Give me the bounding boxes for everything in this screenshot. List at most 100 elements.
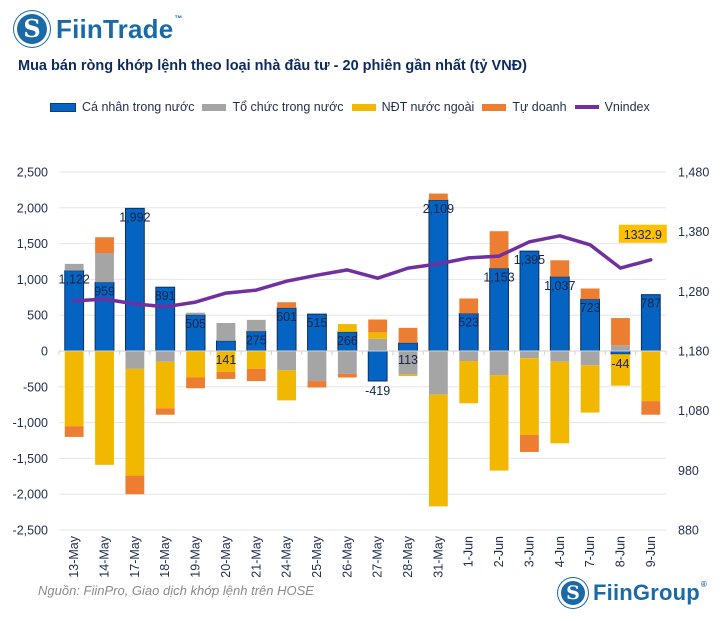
x-tick-label: 1-Jun [462, 536, 476, 567]
bar-ndt-nn [337, 324, 357, 332]
bar-tu-doanh [277, 302, 297, 308]
x-tick-label: 31-May [431, 535, 445, 577]
bar-to-chuc [125, 351, 145, 369]
data-label-ca-nhan: 1,395 [514, 253, 545, 267]
bar-tu-doanh [64, 426, 84, 437]
bar-to-chuc [489, 351, 509, 376]
fiintrade-logo-icon: S [14, 11, 50, 47]
bar-to-chuc [611, 345, 630, 351]
bar-tu-doanh [428, 193, 448, 200]
bar-to-chuc [246, 319, 266, 332]
bar-ca-nhan [428, 199, 449, 352]
bar-to-chuc [520, 351, 539, 359]
bar-tu-doanh [125, 475, 145, 495]
y2-tick-label: 1,380 [678, 225, 709, 239]
bar-tu-doanh [307, 381, 327, 388]
bar-to-chuc [398, 351, 418, 375]
bar-ndt-nn [459, 361, 479, 404]
legend-swatch-to-chuc [202, 103, 227, 111]
bar-ndt-nn [611, 354, 630, 386]
data-label-ca-nhan: 891 [155, 289, 176, 303]
data-label-ca-nhan: 275 [246, 333, 267, 347]
y2-tick-label: 1,180 [678, 345, 709, 359]
y2-tick-label: 1,480 [678, 166, 709, 180]
bar-to-chuc [277, 351, 297, 371]
data-label-ca-nhan: 787 [640, 297, 661, 311]
bar-tu-doanh [489, 231, 509, 269]
x-tick-label: 14-May [98, 535, 112, 577]
bar-ndt-nn [398, 374, 418, 377]
legend-item-to-chuc: Tổ chức trong nước [202, 100, 344, 114]
data-label-ca-nhan: 1,992 [119, 210, 150, 224]
bar-ndt-nn [125, 368, 145, 476]
x-tick-label: 7-Jun [583, 536, 597, 567]
legend-label-vnindex: Vnindex [604, 100, 650, 114]
data-label-ca-nhan: 2,109 [423, 202, 454, 216]
bar-ca-nhan [216, 340, 236, 352]
legend-swatch-tu-doanh [482, 103, 507, 111]
bar-tu-doanh [337, 373, 357, 378]
bar-ca-nhan [398, 342, 418, 352]
chart-legend: Cá nhân trong nước Tổ chức trong nước NĐ… [50, 100, 658, 114]
bar-to-chuc [95, 252, 114, 283]
fiingroup-logo-text: FiinGroup® [593, 580, 708, 605]
x-tick-label: 20-May [219, 535, 233, 577]
data-label-ca-nhan: 1,122 [59, 273, 90, 287]
fiintrade-logo: S FiinTrade™ [14, 10, 183, 48]
y-tick-label: -1,000 [13, 416, 48, 430]
x-tick-label: 18-May [158, 535, 172, 577]
x-tick-label: 9-Jun [644, 536, 658, 567]
bar-tu-doanh [398, 327, 418, 343]
x-tick-label: 26-May [340, 535, 354, 577]
source-note: Nguồn: FiinPro, Giao dịch khớp lệnh trên… [38, 583, 314, 598]
bar-to-chuc [428, 351, 448, 395]
y2-tick-label: 1,080 [678, 404, 709, 418]
bar-ndt-nn [580, 365, 600, 413]
fiingroup-logo-icon: S [558, 578, 588, 608]
y-tick-label: 2,500 [17, 166, 48, 180]
bar-tu-doanh [520, 434, 539, 452]
legend-label-tu-doanh: Tự doanh [512, 100, 567, 114]
bar-ndt-nn [95, 351, 114, 465]
legend-label-ndt-nn: NĐT nước ngoài [381, 100, 475, 114]
bar-tu-doanh [641, 401, 661, 415]
y-tick-label: 1,500 [17, 237, 48, 251]
data-label-ca-nhan: -419 [365, 384, 390, 398]
legend-swatch-ca-nhan [50, 102, 76, 112]
data-label-ca-nhan: 523 [458, 316, 479, 330]
data-label-ca-nhan: 266 [337, 334, 358, 348]
bar-ndt-nn [641, 351, 661, 402]
bar-ndt-nn [216, 351, 236, 372]
vnindex-line [72, 234, 653, 309]
x-tick-label: 27-May [371, 535, 385, 577]
bar-to-chuc [307, 351, 327, 382]
data-label-ca-nhan: 959 [94, 284, 115, 298]
bar-ndt-nn [155, 361, 175, 409]
bar-tu-doanh [95, 237, 114, 253]
fiingroup-logo: S FiinGroup® [558, 578, 707, 608]
bar-ndt-nn [277, 370, 297, 401]
bar-ndt-nn [520, 358, 539, 435]
data-label-ca-nhan: 723 [580, 301, 601, 315]
bar-tu-doanh [580, 288, 600, 300]
data-label-ca-nhan: 1,153 [483, 270, 514, 284]
bar-to-chuc [337, 351, 357, 374]
bar-tu-doanh [611, 318, 630, 346]
x-tick-label: 13-May [67, 535, 81, 577]
x-tick-label: 28-May [401, 535, 415, 577]
bar-ndt-nn [428, 394, 448, 507]
x-tick-label: 8-Jun [613, 536, 627, 567]
bar-to-chuc [64, 263, 84, 271]
legend-label-ca-nhan: Cá nhân trong nước [82, 100, 195, 114]
data-label-ca-nhan: 515 [307, 316, 328, 330]
y2-tick-label: 880 [678, 524, 699, 538]
bar-ndt-nn [550, 361, 570, 444]
bar-to-chuc [580, 351, 600, 366]
data-label-ca-nhan: -44 [611, 357, 629, 371]
vnindex-callout-box [618, 224, 667, 243]
bar-ndt-nn [186, 351, 205, 378]
y-tick-label: -1,500 [13, 452, 48, 466]
y-tick-label: 0 [41, 345, 48, 359]
legend-item-vnindex: Vnindex [574, 100, 650, 114]
